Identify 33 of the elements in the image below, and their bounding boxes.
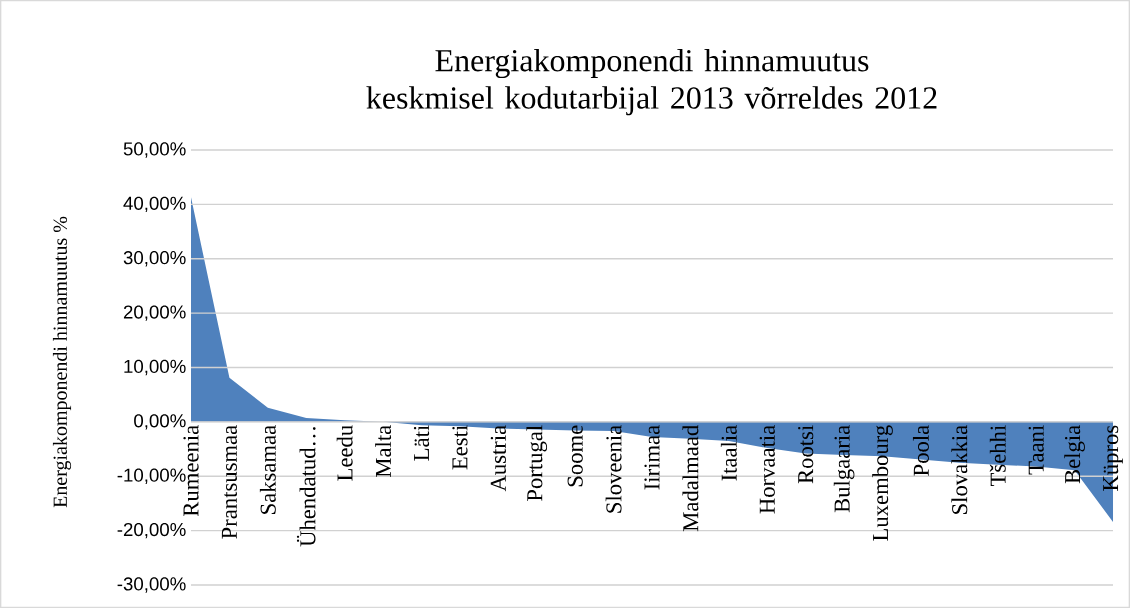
- y-tick-label: 40,00%: [123, 196, 186, 213]
- x-tick-label: Läti: [413, 425, 430, 461]
- x-tick-label: Eesti: [452, 425, 468, 470]
- y-tick-label: 50,00%: [123, 142, 186, 158]
- x-tick-label: Bulgaaria: [833, 425, 855, 513]
- y-tick-label: 10,00%: [124, 359, 186, 376]
- y-tick-label: -20,00%: [117, 522, 186, 539]
- x-tick-label: Belgia: [1064, 425, 1085, 484]
- y-tick-label: -30,00%: [117, 577, 186, 593]
- x-tick-label: Horvaatia: [759, 425, 775, 514]
- x-tick-label: Slovakkia: [951, 425, 968, 514]
- x-tick-label: Itaalia: [720, 425, 737, 481]
- y-tick-label: 30,00%: [123, 251, 186, 267]
- x-tick-label: Sloveenia: [605, 425, 622, 513]
- y-tick-label: 20,00%: [123, 305, 186, 321]
- x-tick-label: Soome: [567, 425, 583, 487]
- x-tick-label: Iirimaa: [644, 425, 660, 490]
- x-tick-label: Leedu: [336, 425, 353, 481]
- chart-title: Energiakomponendi hinnamuutus keskmisel kodutarbijal 2013 võrreldes 2012: [366, 48, 937, 116]
- x-tick-label: Tšehhi: [989, 425, 1006, 487]
- x-tick-label: Luxembourg: [872, 425, 893, 541]
- x-tick-label: Ühendatud…: [296, 427, 316, 547]
- x-tick-label: Madalmaad: [682, 425, 699, 532]
- y-axis-title: Energiakomponendi hinnamuutus %: [52, 216, 72, 508]
- x-tick-label: Küpros: [1103, 425, 1123, 491]
- x-tick-label: Prantsusmaa: [221, 425, 237, 539]
- x-tick-label: Malta: [375, 425, 392, 478]
- x-tick-label: Austria: [490, 425, 506, 492]
- x-tick-label: Portugal: [526, 425, 548, 501]
- x-tick-label: Poola: [912, 425, 929, 476]
- x-tick-label: Taani: [1028, 425, 1044, 475]
- x-tick-label: Saksamaa: [259, 425, 276, 514]
- x-tick-label: Rootsi: [798, 425, 814, 484]
